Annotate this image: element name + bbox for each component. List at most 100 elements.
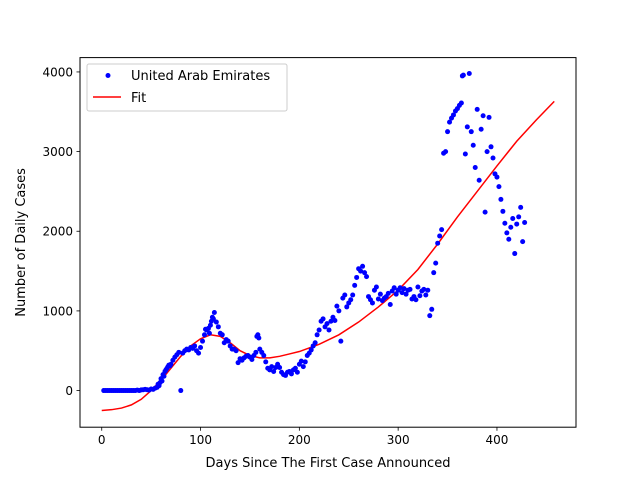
data-point xyxy=(470,142,476,148)
data-point xyxy=(431,270,437,276)
data-point xyxy=(480,113,486,119)
legend-label-uae: United Arab Emirates xyxy=(131,69,270,84)
data-point xyxy=(338,338,344,344)
data-point xyxy=(302,359,308,365)
scatter-points-layer xyxy=(101,71,528,394)
data-point xyxy=(439,227,445,233)
data-point xyxy=(391,285,397,291)
data-point xyxy=(328,318,334,324)
data-point xyxy=(375,296,381,302)
data-point xyxy=(207,322,213,328)
data-point xyxy=(437,233,443,239)
data-point xyxy=(373,284,379,290)
data-point xyxy=(417,293,423,299)
data-point xyxy=(178,388,184,394)
data-point xyxy=(277,364,283,370)
y-tick-label: 1000 xyxy=(42,304,73,318)
data-point xyxy=(387,302,393,308)
data-point xyxy=(484,149,490,155)
data-point xyxy=(423,292,429,298)
data-point xyxy=(300,364,306,370)
data-point xyxy=(443,149,449,155)
data-point xyxy=(308,347,314,353)
x-tick-label: 0 xyxy=(98,433,106,447)
data-point xyxy=(200,338,206,344)
data-point xyxy=(261,353,267,359)
data-point xyxy=(362,270,368,276)
data-point xyxy=(522,219,528,225)
data-point xyxy=(358,268,364,274)
data-point xyxy=(520,239,526,245)
data-point xyxy=(210,316,216,322)
data-point xyxy=(393,291,399,297)
data-point xyxy=(213,319,219,325)
y-tick-label: 2000 xyxy=(42,225,73,239)
data-point xyxy=(498,196,504,202)
y-axis-label: Number of Daily Cases xyxy=(14,168,29,317)
data-point xyxy=(407,286,413,292)
data-point xyxy=(445,129,451,135)
x-tick-label: 300 xyxy=(387,433,410,447)
legend: United Arab Emirates Fit xyxy=(86,63,288,112)
data-point xyxy=(219,332,225,338)
data-point xyxy=(344,304,350,310)
data-point xyxy=(233,348,239,354)
data-point xyxy=(332,317,338,323)
data-point xyxy=(472,165,478,171)
data-point xyxy=(403,291,409,297)
y-tick-label: 3000 xyxy=(42,145,73,159)
data-point xyxy=(468,129,474,135)
data-point xyxy=(474,106,480,112)
legend-marker-uae xyxy=(105,73,111,78)
data-point xyxy=(466,71,472,77)
data-point xyxy=(364,274,370,280)
data-point xyxy=(476,177,482,183)
data-point xyxy=(433,260,439,266)
data-point xyxy=(514,221,520,227)
data-point xyxy=(415,284,421,290)
data-point xyxy=(496,184,502,190)
data-point xyxy=(427,313,433,319)
data-point xyxy=(377,291,383,297)
data-point xyxy=(494,174,500,180)
data-point xyxy=(460,72,466,78)
data-point xyxy=(263,359,269,365)
data-point xyxy=(312,340,318,346)
data-point xyxy=(206,330,212,336)
x-tick-label: 400 xyxy=(486,433,509,447)
data-point xyxy=(161,373,167,379)
data-point xyxy=(464,124,470,130)
data-point xyxy=(385,290,391,296)
legend-label-fit: Fit xyxy=(131,91,146,106)
data-point xyxy=(397,285,403,291)
data-point xyxy=(294,369,300,375)
data-point xyxy=(516,214,522,220)
data-point xyxy=(518,204,524,210)
data-point xyxy=(336,308,342,314)
data-point xyxy=(320,316,326,322)
x-tick-label: 200 xyxy=(288,433,311,447)
data-point xyxy=(249,356,255,362)
y-axis: 0 1000 2000 3000 4000 xyxy=(42,65,80,398)
data-point xyxy=(196,350,202,356)
data-point xyxy=(342,292,348,298)
data-point xyxy=(225,338,231,344)
data-point xyxy=(506,236,512,242)
legend-frame xyxy=(86,63,288,112)
data-point xyxy=(256,335,262,341)
data-point xyxy=(176,349,182,355)
data-point xyxy=(413,297,419,303)
data-point xyxy=(482,209,488,215)
data-point xyxy=(271,368,277,374)
data-point xyxy=(510,216,516,221)
data-point xyxy=(215,324,221,330)
data-point xyxy=(512,251,518,257)
data-point xyxy=(490,155,496,161)
data-point xyxy=(159,378,165,384)
x-tick-label: 100 xyxy=(189,433,212,447)
data-point xyxy=(421,286,427,292)
data-point xyxy=(269,364,275,370)
data-point xyxy=(447,119,453,125)
data-point xyxy=(168,361,174,367)
data-point xyxy=(500,208,506,214)
